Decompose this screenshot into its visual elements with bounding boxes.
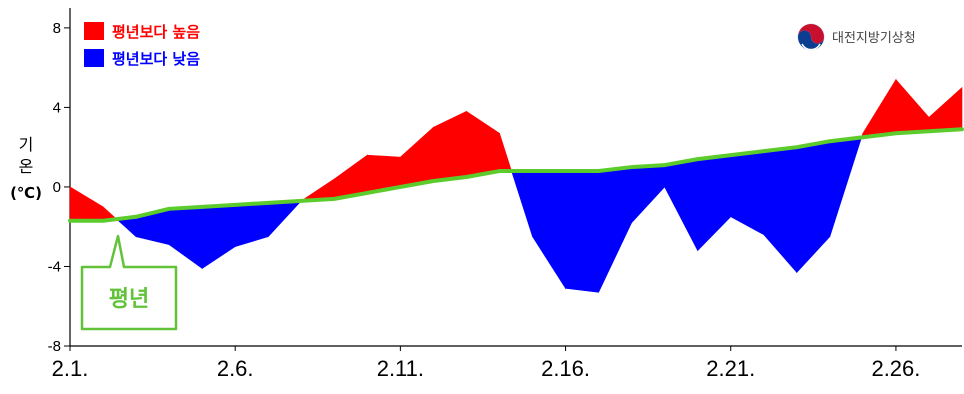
above-normal-area	[400, 126, 434, 188]
above-normal-area	[69, 186, 104, 222]
y-tick-label: 8	[53, 20, 61, 37]
above-normal-area	[466, 110, 500, 178]
y-axis-label-unit: (℃)	[10, 184, 42, 202]
legend-label-below: 평년보다 낮음	[112, 50, 200, 68]
y-tick-label: -4	[48, 258, 61, 275]
below-normal-area	[511, 170, 533, 237]
below-normal-area	[664, 158, 699, 251]
y-tick-label: 0	[53, 179, 61, 196]
below-normal-area	[730, 150, 765, 236]
above-normal-area	[862, 78, 897, 138]
y-ticks: 8 4 0 -4 -8	[48, 20, 70, 355]
below-normal-area	[532, 170, 566, 290]
above-normal-area	[499, 133, 512, 172]
legend-swatch-above	[84, 22, 104, 40]
x-tick-label: 2.16.	[541, 356, 590, 381]
org-name: 대전지방기상청	[832, 31, 916, 46]
org-logo: 대전지방기상청	[797, 23, 916, 51]
y-tick-label: 4	[53, 99, 61, 116]
below-normal-area	[763, 146, 798, 274]
y-axis-label: 기 온 (℃)	[10, 135, 42, 202]
normal-callout: 평년	[80, 234, 178, 331]
below-normal-area	[565, 170, 599, 293]
below-normal-area	[598, 166, 632, 293]
legend: 평년보다 높음 평년보다 낮음	[84, 22, 200, 68]
x-tick-label: 2.26.	[871, 356, 920, 381]
normal-line-group	[68, 127, 964, 223]
legend-label-above: 평년보다 높음	[112, 23, 200, 41]
below-normal-area	[829, 137, 862, 237]
below-normal-area	[267, 200, 302, 238]
anomaly-fills	[69, 78, 963, 293]
x-tick-label: 2.21.	[706, 356, 755, 381]
y-axis-label-line2: 온	[19, 157, 34, 176]
x-tick-label: 2.11.	[377, 356, 424, 381]
callout-box	[80, 234, 178, 331]
y-tick-label: -8	[48, 338, 61, 355]
above-normal-area	[895, 78, 930, 134]
callout-label: 평년	[109, 287, 149, 312]
below-normal-area	[234, 202, 269, 247]
x-ticks: 2.1. 2.6. 2.11. 2.16. 2.21. 2.26.	[52, 346, 920, 381]
above-normal-area	[433, 110, 467, 182]
korea-gov-logo-icon	[797, 23, 825, 51]
below-normal-area	[631, 164, 665, 224]
below-normal-area	[201, 204, 236, 270]
normal-temperature-line	[68, 127, 964, 223]
x-tick-label: 2.6.	[217, 356, 254, 381]
below-normal-area	[796, 140, 831, 274]
below-normal-area	[697, 154, 732, 252]
below-normal-area	[168, 206, 203, 270]
legend-swatch-below	[84, 49, 104, 67]
y-axis-label-line1: 기	[19, 135, 34, 154]
above-normal-area	[928, 86, 963, 132]
x-tick-label: 2.1.	[52, 356, 89, 381]
